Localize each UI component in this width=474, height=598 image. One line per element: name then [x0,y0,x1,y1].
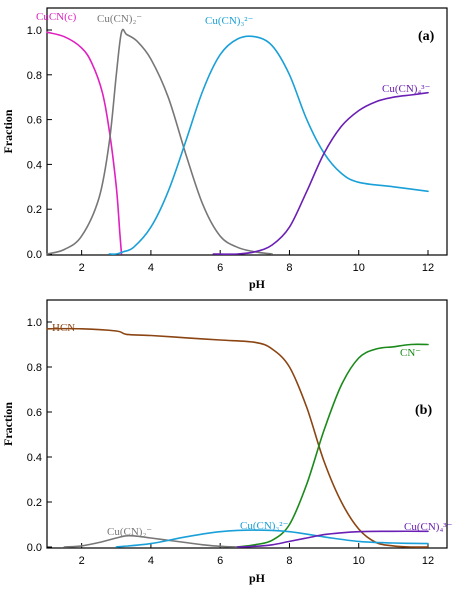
y-tick-label: 0.0 [27,249,42,261]
x-tick-label: 8 [286,555,292,567]
panel-label: (b) [415,403,432,418]
x-tick-label: 2 [79,262,85,274]
series-line-1 [46,28,273,255]
y-tick-label: 0.4 [27,452,42,464]
x-tick-label: 12 [422,262,434,274]
series-line-3 [115,529,429,548]
y-tick-label: 0.0 [27,542,42,554]
series-line-4 [236,530,429,548]
series-line-3 [212,91,429,255]
x-tick-label: 2 [79,555,85,567]
series-label-4: Cu(CN)₄³⁻ [404,521,453,533]
series-label-2: Cu(CN)₂⁻ [107,526,152,538]
x-tick-label: 8 [286,262,292,274]
x-tick-label: 4 [148,555,154,567]
y-axis-label: Fraction [1,402,15,446]
series-line-1 [236,343,429,548]
series-label-0: HCN [52,322,75,334]
y-tick-label: 0.8 [27,70,42,82]
chart-panel-0: 0.0 0.2 0.4 0.6 0.8 1.0 2 4 6 8 10 12 pH Fraction (a) C… [1,7,448,291]
y-tick-label: 0.8 [27,362,42,374]
y-tick-label: 0.6 [27,115,42,127]
x-tick-label: 10 [353,555,365,567]
plot-frame [46,7,448,256]
y-tick-label: 0.2 [27,204,42,216]
y-tick-label: 0.4 [27,159,42,171]
x-axis-label: pH [249,277,266,291]
panel-label: (a) [418,29,435,44]
series-line-0 [46,31,123,255]
series-label-3: Cu(CN)₃²⁻ [240,520,289,532]
series-line-2 [63,534,239,548]
y-tick-label: 0.6 [27,407,42,419]
x-tick-label: 6 [217,262,223,274]
series-label-3: Cu(CN)₄³⁻ [382,83,431,95]
y-axis-label: Fraction [1,109,15,153]
x-axis-label: pH [249,571,266,585]
plot-frame [46,299,448,549]
chart-panel-1: 0.0 0.2 0.4 0.6 0.8 1.0 2 4 6 8 10 12 pH Fraction (b) H… [1,299,453,585]
x-tick-label: 6 [217,555,223,567]
y-tick-label: 1.0 [27,317,42,329]
x-tick-label: 12 [422,555,434,567]
x-tick-label: 10 [353,262,365,274]
series-label-2: Cu(CN)₃²⁻ [205,15,254,27]
series-line-2 [108,35,429,255]
series-label-1: Cu(CN)₂⁻ [97,13,142,25]
y-tick-label: 1.0 [27,25,42,37]
series-label-0: CuCN(c) [36,11,77,23]
y-tick-label: 0.2 [27,497,42,509]
x-tick-label: 4 [148,262,154,274]
series-label-1: CN⁻ [400,347,421,359]
series-line-0 [46,327,429,548]
